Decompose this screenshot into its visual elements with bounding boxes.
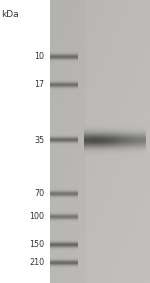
Text: kDa: kDa <box>1 10 18 19</box>
Bar <box>0 0 50 283</box>
Text: 210: 210 <box>29 258 44 267</box>
Text: 35: 35 <box>34 136 44 145</box>
Text: 17: 17 <box>34 80 44 89</box>
Text: 70: 70 <box>34 189 44 198</box>
Text: 10: 10 <box>34 52 44 61</box>
Text: 150: 150 <box>29 240 44 249</box>
Text: 100: 100 <box>29 212 44 221</box>
